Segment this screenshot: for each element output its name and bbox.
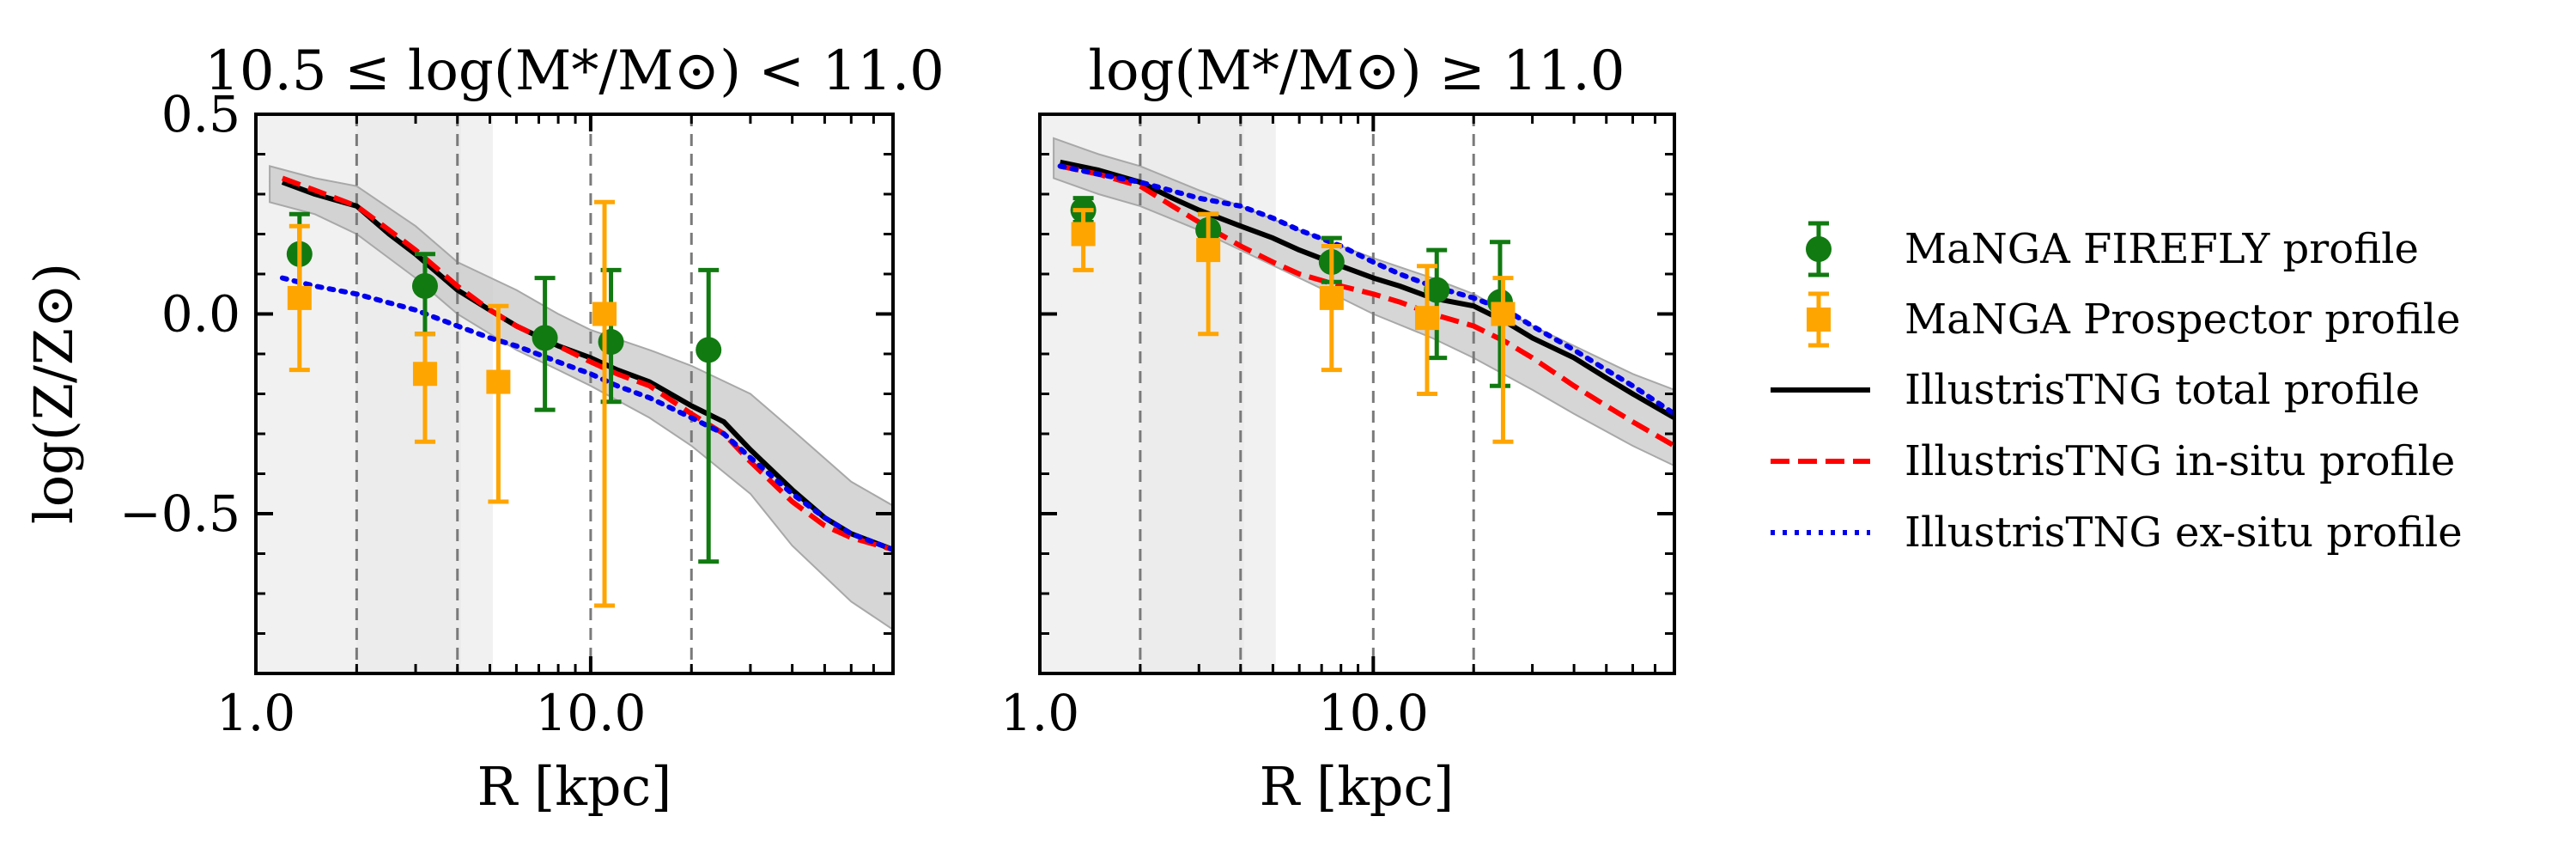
panel-right-series-dotted-line — [1057, 163, 1674, 417]
panel-right-plot-layer — [1040, 114, 1674, 673]
panel-left-xlabel: R [kpc] — [477, 755, 672, 818]
legend: MaNGA FIREFLY profile MaNGA Prospector p… — [1771, 221, 2463, 557]
panel-left-x-tick-label-0: 1.0 — [216, 684, 295, 742]
legend-label-firefly: MaNGA FIREFLY profile — [1905, 225, 2419, 273]
panel-left-prospector-point-1 — [412, 332, 437, 444]
panel-right-prospector-point-3 — [1414, 264, 1439, 396]
panel-right-x-tick-label-0: 1.0 — [1000, 684, 1079, 742]
panel-right-prospector-point-0 — [1071, 208, 1096, 272]
panel-right-title: log(M*/M⊙) ≥ 11.0 — [1089, 40, 1625, 103]
panel-left-y-tick-label-1: 0.0 — [161, 285, 240, 344]
legend-entry-insitu: IllustrisTNG in-situ profile — [1771, 437, 2455, 485]
panel-right-x-tick-label-1: 10.0 — [1318, 684, 1429, 742]
panel-right-prospector-point-2 — [1319, 243, 1344, 373]
panel-right-xlabel: R [kpc] — [1260, 755, 1455, 818]
panel-left-firefly-point-2 — [532, 276, 558, 412]
panel-left-series-dashed-line — [281, 175, 893, 552]
legend-label-insitu: IllustrisTNG in-situ profile — [1905, 437, 2455, 485]
legend-entry-total: IllustrisTNG total profile — [1771, 366, 2420, 414]
panel-left-prospector-point-0 — [287, 223, 312, 373]
panel-left-prospector-point-2 — [486, 303, 511, 504]
panel-left-y-tick-label-0: −0.5 — [119, 484, 240, 543]
panel-left-firefly-point-4 — [696, 267, 722, 564]
panel-left-ticks: 1.0 10.0 −0.5 0.0 0.5 — [119, 85, 893, 742]
panel-left-y-tick-label-2: 0.5 — [161, 85, 240, 143]
panel-left-title: 10.5 ≤ log(M*/M⊙) < 11.0 — [204, 40, 945, 103]
panel-left-x-tick-label-1: 10.0 — [535, 684, 646, 742]
legend-label-exsitu: IllustrisTNG ex-situ profile — [1905, 509, 2463, 557]
panel-right-ticks: 1.0 10.0 — [1000, 113, 1674, 742]
panel-right-series-dashed-line — [1059, 163, 1674, 448]
panel-left-prospector-point-3 — [592, 199, 617, 608]
legend-label-total: IllustrisTNG total profile — [1905, 366, 2420, 414]
legend-entry-prospector: MaNGA Prospector profile — [1807, 291, 2461, 348]
panel-right-series-solid-line — [1059, 159, 1674, 421]
panel-right: 1.0 10.0 log(M*/M⊙) ≥ 11.0 R [kpc] — [1000, 40, 1676, 818]
panel-right-prospector-point-1 — [1196, 211, 1221, 337]
legend-marker-prospector — [1807, 291, 1831, 348]
legend-marker-firefly — [1806, 221, 1832, 277]
y-axis-label: log(Z/Z⊙) — [22, 263, 85, 524]
legend-entry-exsitu: IllustrisTNG ex-situ profile — [1771, 509, 2463, 557]
panel-left: 1.0 10.0 −0.5 0.0 0.5 10.5 ≤ log(M*/M⊙) < 11… — [119, 40, 945, 818]
panel-left-plot-layer — [256, 114, 893, 673]
legend-label-prospector: MaNGA Prospector profile — [1905, 295, 2461, 344]
panel-left-series-solid-line — [281, 180, 893, 552]
legend-entry-firefly: MaNGA FIREFLY profile — [1806, 221, 2419, 277]
panel-right-prospector-point-4 — [1491, 276, 1516, 444]
